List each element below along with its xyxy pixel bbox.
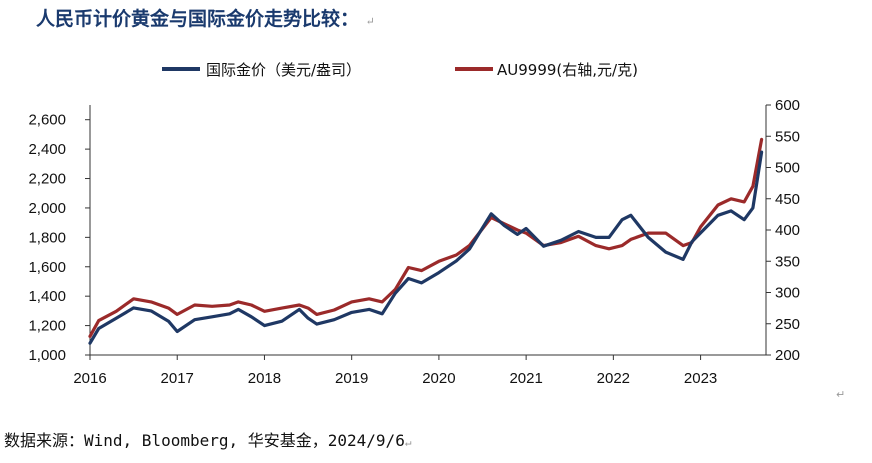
- left-tick-label: 1,200: [28, 318, 66, 335]
- x-tick-label: 2019: [335, 370, 368, 387]
- return-mark-source: ↵: [404, 436, 412, 449]
- right-tick-label: 300: [775, 285, 800, 302]
- x-tick-label: 2018: [248, 370, 281, 387]
- x-tick-label: 2022: [597, 370, 630, 387]
- x-tick-label: 2023: [684, 370, 717, 387]
- series-line-intl-gold: [88, 150, 764, 345]
- right-tick-label: 550: [775, 128, 800, 145]
- right-tick-label: 250: [775, 316, 800, 333]
- legend-label-intl-gold: 国际金价（美元/盎司）: [206, 61, 361, 79]
- right-tick-label: 500: [775, 160, 800, 177]
- right-tick-label: 600: [775, 97, 800, 114]
- chart-title: 人民币计价黄金与国际金价走势比较： ↵: [36, 8, 375, 30]
- return-mark: ↵: [365, 15, 375, 28]
- left-tick-label: 2,000: [28, 200, 66, 217]
- right-tick-label: 450: [775, 191, 800, 208]
- x-tick-label: 2016: [73, 370, 106, 387]
- left-tick-label: 2,200: [28, 171, 66, 188]
- x-tick-label: 2021: [509, 370, 542, 387]
- left-tick-label: 1,000: [28, 347, 66, 364]
- left-tick-label: 1,600: [28, 259, 66, 276]
- legend: 国际金价（美元/盎司） AU9999(右轴,元/克): [162, 61, 638, 79]
- series-line-au9999: [88, 137, 764, 338]
- right-tick-label: 200: [775, 347, 800, 364]
- right-tick-label: 350: [775, 253, 800, 270]
- x-tick-label: 2017: [161, 370, 194, 387]
- data-source-note: 数据来源：Wind, Bloomberg, 华安基金，2024/9/6↵: [4, 431, 412, 450]
- left-tick-label: 2,600: [28, 112, 66, 129]
- left-tick-label: 1,400: [28, 288, 66, 305]
- left-tick-label: 1,800: [28, 229, 66, 246]
- return-mark-plot: ↵: [836, 388, 846, 401]
- legend-label-au9999: AU9999(右轴,元/克): [497, 61, 638, 79]
- right-tick-label: 400: [775, 222, 800, 239]
- left-tick-label: 2,400: [28, 141, 66, 158]
- x-tick-label: 2020: [422, 370, 455, 387]
